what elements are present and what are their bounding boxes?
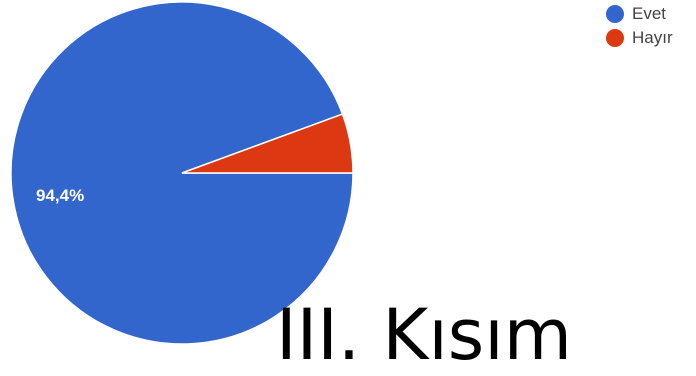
legend-label-hayir: Hayır [632, 28, 673, 47]
partial-heading-text: III. Kısım [276, 294, 572, 376]
chart-legend: Evet Hayır [606, 4, 673, 52]
legend-swatch-hayir [606, 29, 624, 47]
legend-item-hayir[interactable]: Hayır [606, 28, 673, 48]
legend-swatch-evet [606, 5, 624, 23]
legend-item-evet[interactable]: Evet [606, 4, 673, 24]
pie-slice-hayir[interactable] [181, 113, 354, 174]
legend-label-evet: Evet [632, 4, 667, 23]
pie-chart: 94,4% [10, 1, 354, 345]
pie-data-label: 94,4% [36, 186, 84, 205]
